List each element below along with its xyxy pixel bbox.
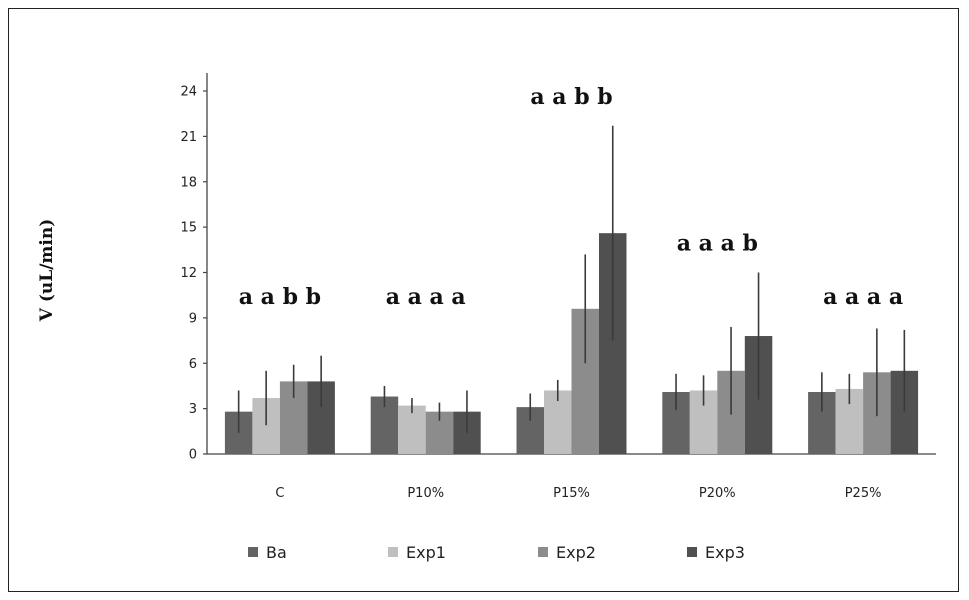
legend-swatch-exp1	[388, 547, 398, 557]
y-tick-label: 6	[189, 357, 197, 372]
y-tick-label: 24	[180, 85, 197, 100]
y-tick-label: 12	[180, 266, 197, 281]
legend-label-ba: Ba	[266, 543, 287, 562]
significance-letters: a a a a	[386, 284, 466, 310]
significance-letters: a a a a	[823, 284, 903, 310]
x-tick-label: P25%	[845, 486, 882, 501]
legend-label-exp2: Exp2	[556, 543, 596, 562]
x-tick-label: P10%	[407, 486, 444, 501]
x-tick-label: C	[275, 486, 284, 501]
legend-swatch-exp2	[538, 547, 548, 557]
y-tick-label: 0	[189, 448, 197, 463]
chart-frame	[8, 8, 959, 592]
y-tick-label: 3	[189, 402, 197, 417]
significance-letters: a a b b	[239, 284, 321, 310]
y-tick-label: 18	[180, 175, 197, 190]
y-tick-label: 9	[189, 311, 197, 326]
y-tick-label: 21	[180, 130, 197, 145]
significance-letters: a a a b	[677, 231, 758, 257]
y-tick-label: 15	[180, 221, 197, 236]
legend-label-exp1: Exp1	[406, 543, 446, 562]
legend-swatch-exp3	[687, 547, 697, 557]
significance-letters: a a b b	[530, 84, 612, 110]
legend-swatch-ba	[248, 547, 258, 557]
x-tick-label: P15%	[553, 486, 590, 501]
y-axis-label: V (uL/min)	[37, 219, 57, 323]
bar-exp1-2	[398, 405, 426, 454]
x-tick-label: P20%	[699, 486, 736, 501]
legend-label-exp3: Exp3	[705, 543, 745, 562]
